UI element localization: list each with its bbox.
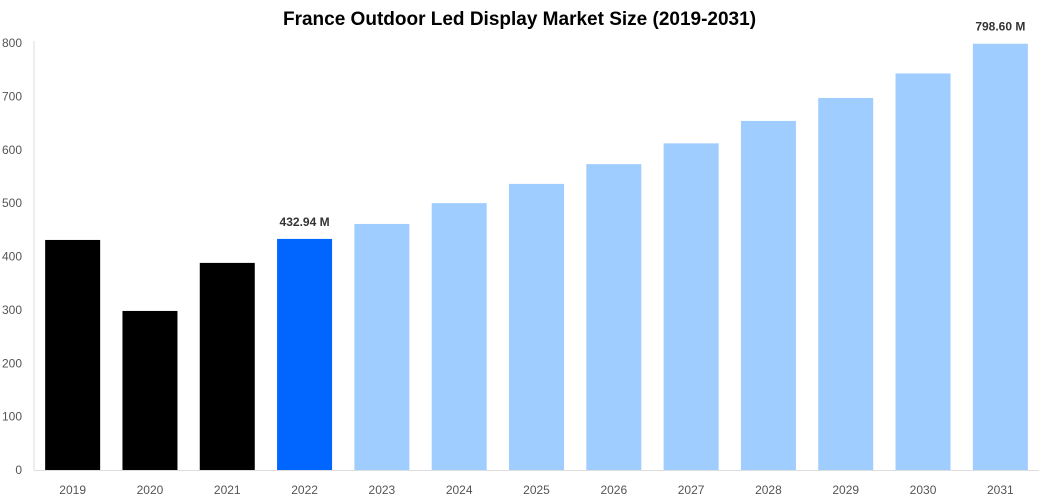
bar-2026 [586,164,642,470]
bar-2022 [277,238,333,470]
data-label-2031: 798.60 M [975,20,1025,34]
data-label-2022: 432.94 M [280,215,330,229]
bar-2030 [895,73,951,470]
bar-2024 [431,203,487,470]
y-tick-label: 600 [2,143,22,157]
x-tick-label: 2025 [523,483,550,497]
chart-title: France Outdoor Led Display Market Size (… [282,9,757,30]
y-tick-label: 100 [2,410,22,424]
y-tick-label: 0 [15,463,22,477]
x-tick-label: 2022 [291,483,318,497]
bar-2023 [354,223,410,470]
x-tick-label: 2021 [214,483,241,497]
x-tick-label: 2024 [446,483,473,497]
bar-2019 [45,239,101,470]
y-tick-label: 500 [2,196,22,210]
x-tick-label: 2019 [59,483,86,497]
y-tick-label: 700 [2,89,22,103]
bar-2020 [122,310,178,470]
x-tick-label: 2023 [369,483,396,497]
bar-2028 [740,120,796,471]
bar-2025 [509,183,564,470]
y-tick-label: 800 [2,36,22,50]
x-tick-label: 2020 [137,483,164,497]
x-tick-label: 2031 [987,483,1014,497]
bar-2027 [663,143,719,470]
x-tick-label: 2026 [600,483,627,497]
x-tick-label: 2029 [832,483,859,497]
y-tick-label: 300 [2,303,22,317]
bar-2029 [818,97,874,470]
x-tick-label: 2027 [678,483,705,497]
y-tick-label: 200 [2,356,22,370]
bar-2031 [972,43,1028,470]
bar-2021 [199,262,255,470]
x-tick-label: 2030 [910,483,937,497]
x-tick-label: 2028 [755,483,782,497]
y-tick-label: 400 [2,250,22,264]
